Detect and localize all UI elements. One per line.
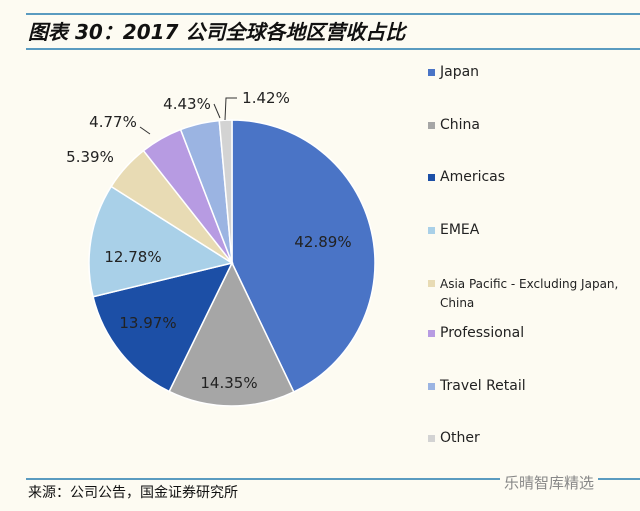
data-label: 4.43% [163,95,211,113]
legend-swatch [428,174,435,181]
legend-item: Travel Retail [428,378,526,394]
bottom-rule [26,478,640,480]
legend-swatch [428,69,435,76]
legend-swatch [428,435,435,442]
legend-swatch [428,122,435,129]
pie-slice [88,185,234,298]
data-label: 12.78% [104,248,161,266]
data-label: 14.35% [200,374,257,392]
leader-line [224,97,237,121]
leader-line [213,103,221,119]
chart-title: 图表 30：2017 公司全球各地区营收占比 [28,20,406,44]
title-rule [26,48,640,50]
watermark: 乐晴智库精选 [500,472,599,493]
legend-item: China [428,117,480,133]
legend-item: Professional [428,325,525,341]
pie-slice [218,119,233,264]
data-label: 5.39% [66,148,114,166]
data-label: 42.89% [294,233,351,251]
leader-line [139,126,151,135]
legend-label: Japan [440,64,480,80]
legend-swatch [428,383,435,390]
pie-slice [168,261,295,407]
data-label: 1.42% [242,89,290,107]
legend-swatch [428,330,435,337]
source-note: 来源：公司公告，国金证券研究所 [28,485,238,501]
legend-item: Other [428,430,480,446]
pie-slice [92,261,234,393]
legend-label: Asia Pacific - Excluding Japan, China [440,277,619,310]
legend-swatch [428,280,435,287]
legend-label: Other [440,430,480,446]
legend-label: EMEA [440,222,480,238]
data-label: 4.77% [89,113,137,131]
top-rule [26,13,640,15]
legend-item: EMEA [428,222,480,238]
legend-swatch [428,227,435,234]
pie-slice [231,119,376,393]
legend-item: Japan [428,64,480,80]
legend-label: Professional [440,325,525,341]
legend-label: China [440,117,480,133]
legend-label: Americas [440,169,506,185]
legend-item: Americas [428,169,506,185]
data-label: 13.97% [119,314,176,332]
legend-item: Asia Pacific - Excluding Japan, China [428,275,620,313]
legend-label: Travel Retail [440,378,526,394]
